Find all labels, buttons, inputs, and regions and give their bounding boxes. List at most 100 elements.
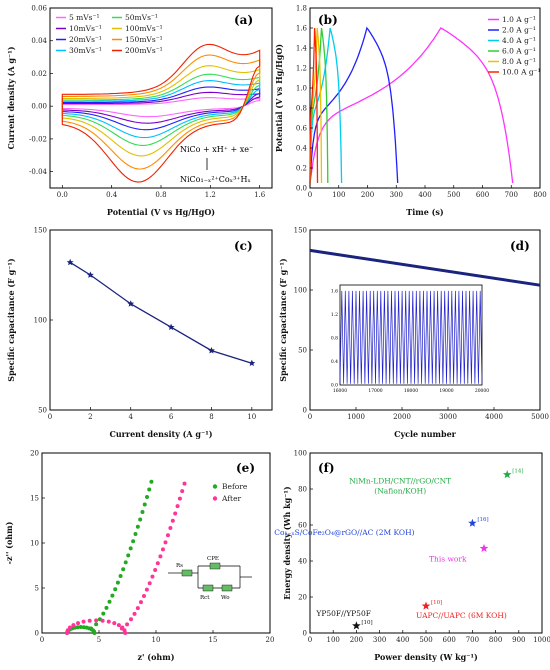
a-legend-entry: 30mVs⁻¹: [69, 46, 102, 55]
e-data-point: [135, 524, 140, 529]
b-y-tick-label: 0.8: [296, 105, 307, 113]
panel-label-f: (f): [318, 461, 335, 475]
b-y-tick-label: 0.4: [296, 145, 308, 153]
f-y-tick-label: 100: [294, 450, 307, 458]
e-data-point: [65, 628, 70, 633]
e-data-point: [170, 518, 175, 523]
d-x-tick-label: 3000: [439, 413, 457, 421]
y-axis-label-b: Potential (V vs Hg/HgO): [274, 44, 284, 152]
c-y-tick-label: 50: [38, 407, 47, 415]
a-cv-curve: [61, 80, 261, 139]
e-data-point: [123, 560, 128, 565]
c-data-point: [208, 347, 215, 354]
panel-a-cv: 0.0 0.4 0.8 1.2 1.6 -0.04 -0.02 0.00 0.02 0.04 0.0…: [6, 5, 273, 217]
e-data-point: [145, 495, 150, 500]
c-x-tick-label: 8: [209, 413, 213, 421]
f-x-tick-label: 200: [350, 636, 363, 644]
d-x-tick-label: 1000: [347, 413, 365, 421]
f-ref-label: [14]: [512, 469, 523, 475]
a-y-tick-label: 0.02: [31, 70, 47, 78]
d-inset-y-tick-label: 0.8: [331, 335, 338, 341]
reaction-annotation-top: NiCo + xH⁺ + xe⁻: [180, 145, 253, 154]
a-legend-entry: 100mVs⁻¹: [125, 24, 163, 33]
panel-d-cycling: 0 1000 2000 3000 4000 5000 0 50 100 150 16000 1700…: [278, 227, 549, 440]
f-y-tick-label: 80: [298, 486, 307, 494]
y-axis-label-a: Current density (A g⁻¹): [6, 46, 16, 149]
e-data-point: [106, 619, 111, 624]
f-ref-label: [16]: [477, 517, 488, 523]
d-x-tick-label: 0: [308, 413, 312, 421]
e-legend-entry: After: [221, 494, 242, 503]
d-inset-y-tick-label: 1.2: [331, 312, 338, 318]
e-data-point: [147, 487, 152, 492]
e-y-tick-label: 0: [35, 630, 39, 638]
a-cv-curve: [61, 54, 261, 170]
circuit-label-rct: Rct: [200, 595, 210, 601]
e-x-tick-label: 10: [152, 636, 161, 644]
a-y-tick-label: -0.04: [29, 168, 47, 176]
f-x-tick-label: 500: [419, 636, 432, 644]
f-ref-label: [10]: [361, 620, 372, 626]
d-x-tick-label: 4000: [485, 413, 503, 421]
b-y-tick-label: 1.0: [296, 85, 307, 93]
e-data-point: [113, 587, 118, 592]
equivalent-circuit: Rs CPE Rct Wo: [168, 556, 252, 601]
e-x-tick-label: 20: [266, 636, 275, 644]
e-data-point: [182, 481, 187, 486]
f-x-tick-label: 0: [308, 636, 312, 644]
e-data-point: [147, 581, 152, 586]
f-x-tick-label: 300: [373, 636, 386, 644]
e-y-tick-label: 5: [35, 585, 39, 593]
f-y-tick-label: 0: [303, 630, 307, 638]
y-axis-label-e: -z'' (ohm): [4, 521, 14, 564]
e-data-point: [104, 605, 109, 610]
x-axis-label-d: Cycle number: [394, 429, 457, 439]
d-inset-x-tick-label: 18000: [404, 388, 418, 394]
f-point-label: This work: [429, 554, 467, 563]
a-x-tick-label: 1.6: [254, 191, 266, 199]
e-x-tick-label: 15: [209, 636, 218, 644]
b-x-tick-label: 700: [505, 191, 518, 199]
e-data-point: [175, 504, 180, 509]
d-x-tick-label: 5000: [531, 413, 549, 421]
e-y-tick-label: 10: [30, 540, 39, 548]
e-data-point: [67, 625, 72, 630]
f-y-tick-label: 40: [298, 558, 307, 566]
d-y-tick-label: 100: [294, 287, 307, 295]
d-inset-x-tick-label: 20000: [475, 388, 489, 394]
e-data-point: [115, 580, 120, 585]
f-x-tick-label: 800: [489, 636, 502, 644]
e-data-point: [71, 623, 76, 628]
b-legend-entry: 10.0 A g⁻¹: [502, 68, 541, 77]
panel-e-eis: 0 5 10 15 20 0 5 10 15 20 Before After (e) z' (ohm)…: [4, 450, 274, 663]
panel-label-a: (a): [234, 13, 253, 27]
b-y-tick-label: 1.4: [296, 45, 308, 53]
panel-label-e: (e): [236, 461, 255, 475]
panel-f-ragone: [14] NiMn-LDH/CNT//rGO/CNT(Nafion/KOH) [16…: [274, 450, 550, 663]
d-inset-x-tick-label: 19000: [439, 388, 453, 394]
d-inset-y-tick-label: 0.0: [331, 383, 338, 389]
c-x-tick-label: 0: [48, 413, 52, 421]
d-series-line: [309, 248, 541, 287]
a-y-tick-label: 0.04: [31, 37, 47, 45]
panel-label-c: (c): [234, 239, 253, 253]
e-data-point: [131, 539, 136, 544]
e-legend-marker: [212, 496, 218, 501]
f-x-tick-label: 600: [443, 636, 456, 644]
f-point-label: NiMn-LDH/CNT//rGO/CNT: [349, 477, 451, 486]
a-x-tick-label: 0.8: [155, 191, 166, 199]
panel-b-gcd: 0 100 200 300 400 500 600 700 800 0.0 0.2 0.4 0.6 0.8…: [274, 5, 547, 218]
circuit-label-rs: Rs: [176, 563, 183, 569]
e-x-tick-label: 5: [97, 636, 101, 644]
b-x-tick-label: 500: [447, 191, 460, 199]
a-legend-entry: 50mVs⁻¹: [125, 13, 158, 22]
f-point-label: UAPC//UAPC (6M KOH): [416, 611, 507, 620]
c-y-tick-label: 100: [34, 317, 47, 325]
reaction-annotation-bottom: NiCo₁₋ₓ²⁺Coₓ³⁺Hₓ: [180, 175, 251, 184]
d-x-tick-label: 2000: [393, 413, 411, 421]
e-data-point: [100, 618, 105, 623]
b-gcd-curve: [309, 27, 514, 184]
e-data-point: [158, 554, 163, 559]
panel-label-d: (d): [510, 239, 530, 253]
e-data-point: [89, 626, 94, 631]
